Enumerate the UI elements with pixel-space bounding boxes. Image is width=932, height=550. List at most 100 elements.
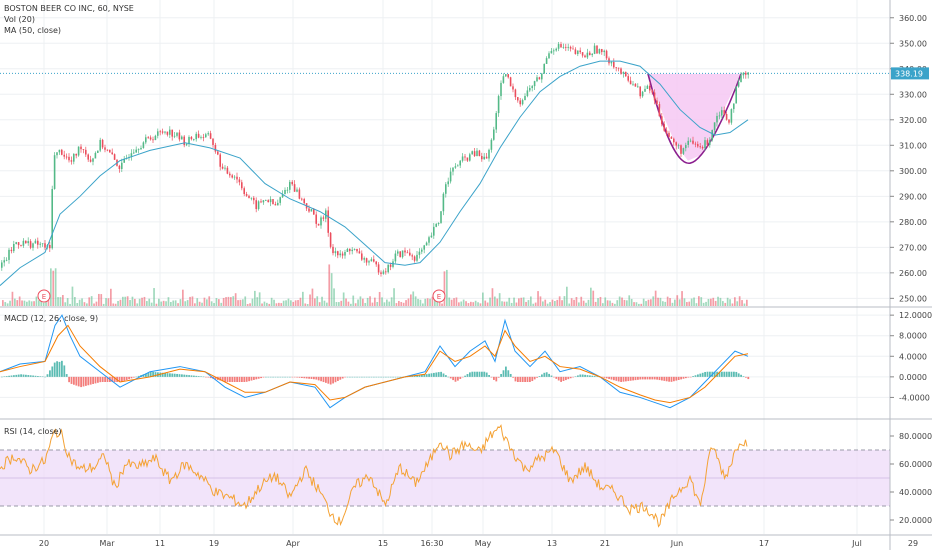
volume-bar: [630, 298, 633, 306]
volume-bar: [746, 299, 748, 306]
macd-histogram-bar: [75, 376, 78, 386]
candle-body: [166, 131, 169, 135]
volume-bar: [604, 297, 607, 306]
volume-bar: [321, 296, 323, 306]
volume-legend[interactable]: Vol (20): [4, 15, 35, 24]
volume-bar: [640, 303, 643, 306]
volume-bar: [650, 299, 652, 306]
volume-bar: [146, 301, 148, 306]
macd-histogram-bar: [205, 376, 207, 378]
volume-bar: [652, 296, 655, 306]
macd-histogram-bar: [425, 374, 428, 377]
volume-bar: [14, 298, 16, 306]
macd-histogram-bar: [476, 371, 478, 377]
volume-bar: [270, 297, 273, 306]
macd-histogram-bar: [488, 375, 490, 377]
candle-body: [351, 249, 353, 252]
macd-legend[interactable]: MACD (12, 26, close, 9): [4, 314, 99, 323]
macd-histogram-bar: [121, 376, 123, 382]
candle-body: [181, 136, 183, 140]
volume-bar: [311, 288, 314, 306]
volume-bar: [239, 299, 242, 306]
earnings-marker: [37, 289, 51, 303]
macd-histogram-bar: [517, 376, 519, 382]
volume-bar: [520, 297, 523, 306]
volume-bar: [42, 302, 45, 306]
volume-bar: [323, 300, 326, 306]
macd-histogram-bar: [1, 376, 3, 378]
candle-body: [212, 138, 214, 145]
volume-bar: [542, 301, 544, 306]
rsi-tick-label: 40.0000: [899, 488, 932, 497]
candle-body: [598, 49, 601, 54]
volume-bar: [100, 294, 103, 306]
macd-histogram-bar: [399, 376, 402, 378]
candle-body: [593, 45, 596, 54]
volume-bar: [417, 298, 419, 306]
volume-bar: [194, 303, 196, 306]
macd-histogram-bar: [541, 374, 543, 377]
candle-body: [697, 144, 699, 147]
volume-bar: [242, 299, 244, 306]
candle-body: [711, 130, 713, 141]
candle-body: [34, 240, 37, 244]
volume-bar: [316, 296, 319, 306]
macd-histogram-bar: [747, 376, 750, 380]
macd-histogram-bar: [440, 371, 442, 377]
candle-body: [22, 240, 25, 246]
macd-histogram-bar: [653, 376, 656, 380]
volume-bar: [710, 298, 712, 306]
macd-histogram-bar: [368, 376, 370, 378]
candle-body: [207, 133, 209, 135]
macd-histogram-bar: [457, 376, 459, 381]
rsi-legend[interactable]: RSI (14, close): [4, 427, 62, 436]
volume-bar: [443, 271, 446, 306]
macd-histogram-bar: [337, 376, 339, 381]
macd-histogram-bar: [507, 370, 510, 377]
volume-bar: [575, 297, 578, 306]
volume-bar: [441, 303, 443, 306]
macd-histogram-bar: [500, 373, 502, 377]
macd-histogram-bar: [656, 376, 658, 380]
macd-histogram-bar: [584, 374, 586, 377]
macd-histogram-bar: [421, 374, 423, 377]
volume-bar: [597, 298, 599, 306]
macd-histogram-bar: [572, 376, 574, 378]
volume-bar: [359, 296, 362, 306]
candle-body: [284, 189, 286, 195]
candle-body: [87, 154, 89, 160]
macd-histogram-bar: [524, 376, 526, 382]
candle-body: [37, 240, 39, 245]
volume-bar: [381, 297, 383, 306]
ma-legend[interactable]: MA (50, close): [4, 26, 62, 35]
volume-bar: [719, 297, 722, 306]
macd-histogram-bar: [617, 376, 620, 382]
candle-body: [721, 110, 723, 116]
volume-bar: [729, 299, 731, 306]
macd-histogram-bar: [629, 376, 632, 381]
macd-histogram-bar: [147, 372, 150, 377]
candle-body: [183, 136, 185, 146]
volume-bar: [160, 301, 163, 306]
volume-bar: [532, 303, 535, 306]
macd-histogram-bar: [123, 376, 126, 381]
macd-histogram-bar: [353, 376, 356, 378]
candle-body: [41, 243, 44, 245]
volume-bar: [328, 264, 331, 306]
volume-bar: [602, 303, 604, 306]
macd-histogram-bar: [493, 376, 495, 380]
volume-bar: [138, 298, 141, 306]
macd-histogram-bar: [709, 371, 711, 377]
volume-bar: [50, 268, 52, 306]
macd-histogram-bar: [341, 376, 344, 379]
macd-histogram-bar: [452, 376, 454, 381]
volume-bar: [230, 297, 232, 306]
volume-bar: [690, 298, 693, 306]
candle-body: [553, 50, 555, 52]
macd-histogram-bar: [214, 376, 217, 380]
macd-histogram-bar: [701, 372, 704, 377]
macd-histogram-bar: [197, 376, 200, 377]
symbol-title[interactable]: BOSTON BEER CO INC, 60, NYSE: [4, 4, 134, 13]
macd-histogram-bar: [512, 376, 514, 378]
